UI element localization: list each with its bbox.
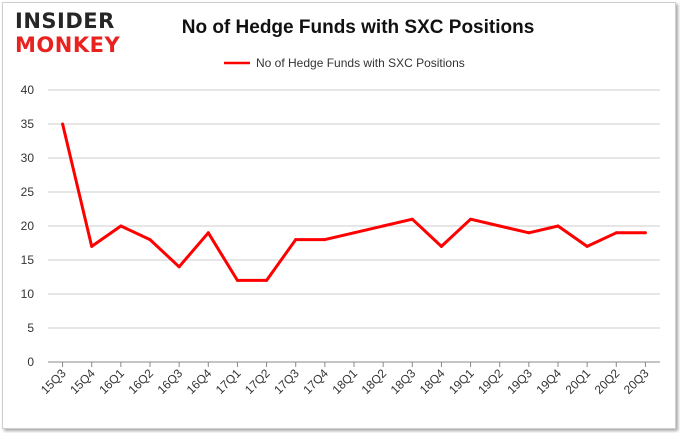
data-point [61,122,65,126]
data-point [90,244,94,248]
chart-title: No of Hedge Funds with SXC Positions [181,17,535,38]
data-point [556,224,560,228]
data-point [527,231,531,235]
x-tick-label: 19Q3 [504,366,535,397]
x-tick-label: 17Q4 [300,366,331,397]
legend: No of Hedge Funds with SXC Positions [224,56,465,70]
data-point [410,217,414,221]
x-tick-label: 15Q4 [67,366,98,397]
x-tick-label: 17Q1 [213,366,244,397]
logo-line-monkey: MONKEY [15,33,121,57]
y-tick-label: 15 [21,253,35,267]
y-tick-label: 10 [21,287,35,301]
y-tick-label: 0 [27,355,34,369]
x-tick-label: 20Q3 [621,366,652,397]
x-tick-label: 18Q1 [329,366,360,397]
data-point [498,224,502,228]
x-tick-label: 15Q3 [38,366,69,397]
data-point [643,231,647,235]
x-axis-ticks: 15Q315Q416Q116Q216Q316Q417Q117Q217Q317Q4… [38,362,652,397]
y-tick-label: 35 [21,117,35,131]
insider-monkey-logo: INSIDER MONKEY [15,9,131,59]
data-point [323,238,327,242]
x-tick-label: 19Q4 [533,366,564,397]
data-point [119,224,123,228]
x-tick-label: 19Q2 [475,366,506,397]
data-point [585,244,589,248]
legend-label: No of Hedge Funds with SXC Positions [256,56,465,70]
y-tick-label: 40 [21,83,35,97]
data-point [265,278,269,282]
y-tick-label: 30 [21,151,35,165]
x-tick-label: 16Q2 [125,366,156,397]
y-tick-label: 5 [27,321,34,335]
x-tick-label: 16Q3 [155,366,186,397]
data-point [469,217,473,221]
series-line [61,123,646,282]
x-tick-label: 18Q4 [417,366,448,397]
series-group [61,122,647,282]
x-tick-label: 16Q1 [96,366,127,397]
data-point [206,231,210,235]
x-tick-label: 20Q1 [563,366,594,397]
logo-line-insider: INSIDER [15,9,115,33]
x-tick-label: 16Q4 [184,366,215,397]
chart-frame: INSIDER MONKEY No of Hedge Funds with SX… [2,2,676,429]
x-tick-label: 20Q2 [592,366,623,397]
x-tick-label: 18Q2 [359,366,390,397]
data-point [177,265,181,269]
y-axis-ticks: 0 5 10 15 20 25 30 35 40 [21,83,35,369]
data-point [294,238,298,242]
data-point [235,278,239,282]
data-point [148,238,152,242]
data-point [439,244,443,248]
data-point [352,231,356,235]
x-tick-label: 19Q1 [446,366,477,397]
data-point [381,224,385,228]
y-tick-label: 25 [21,185,35,199]
x-tick-label: 17Q2 [242,366,273,397]
grid-lines [48,89,660,329]
x-tick-label: 17Q3 [271,366,302,397]
y-tick-label: 20 [21,219,35,233]
data-point [614,231,618,235]
x-tick-label: 18Q3 [388,366,419,397]
